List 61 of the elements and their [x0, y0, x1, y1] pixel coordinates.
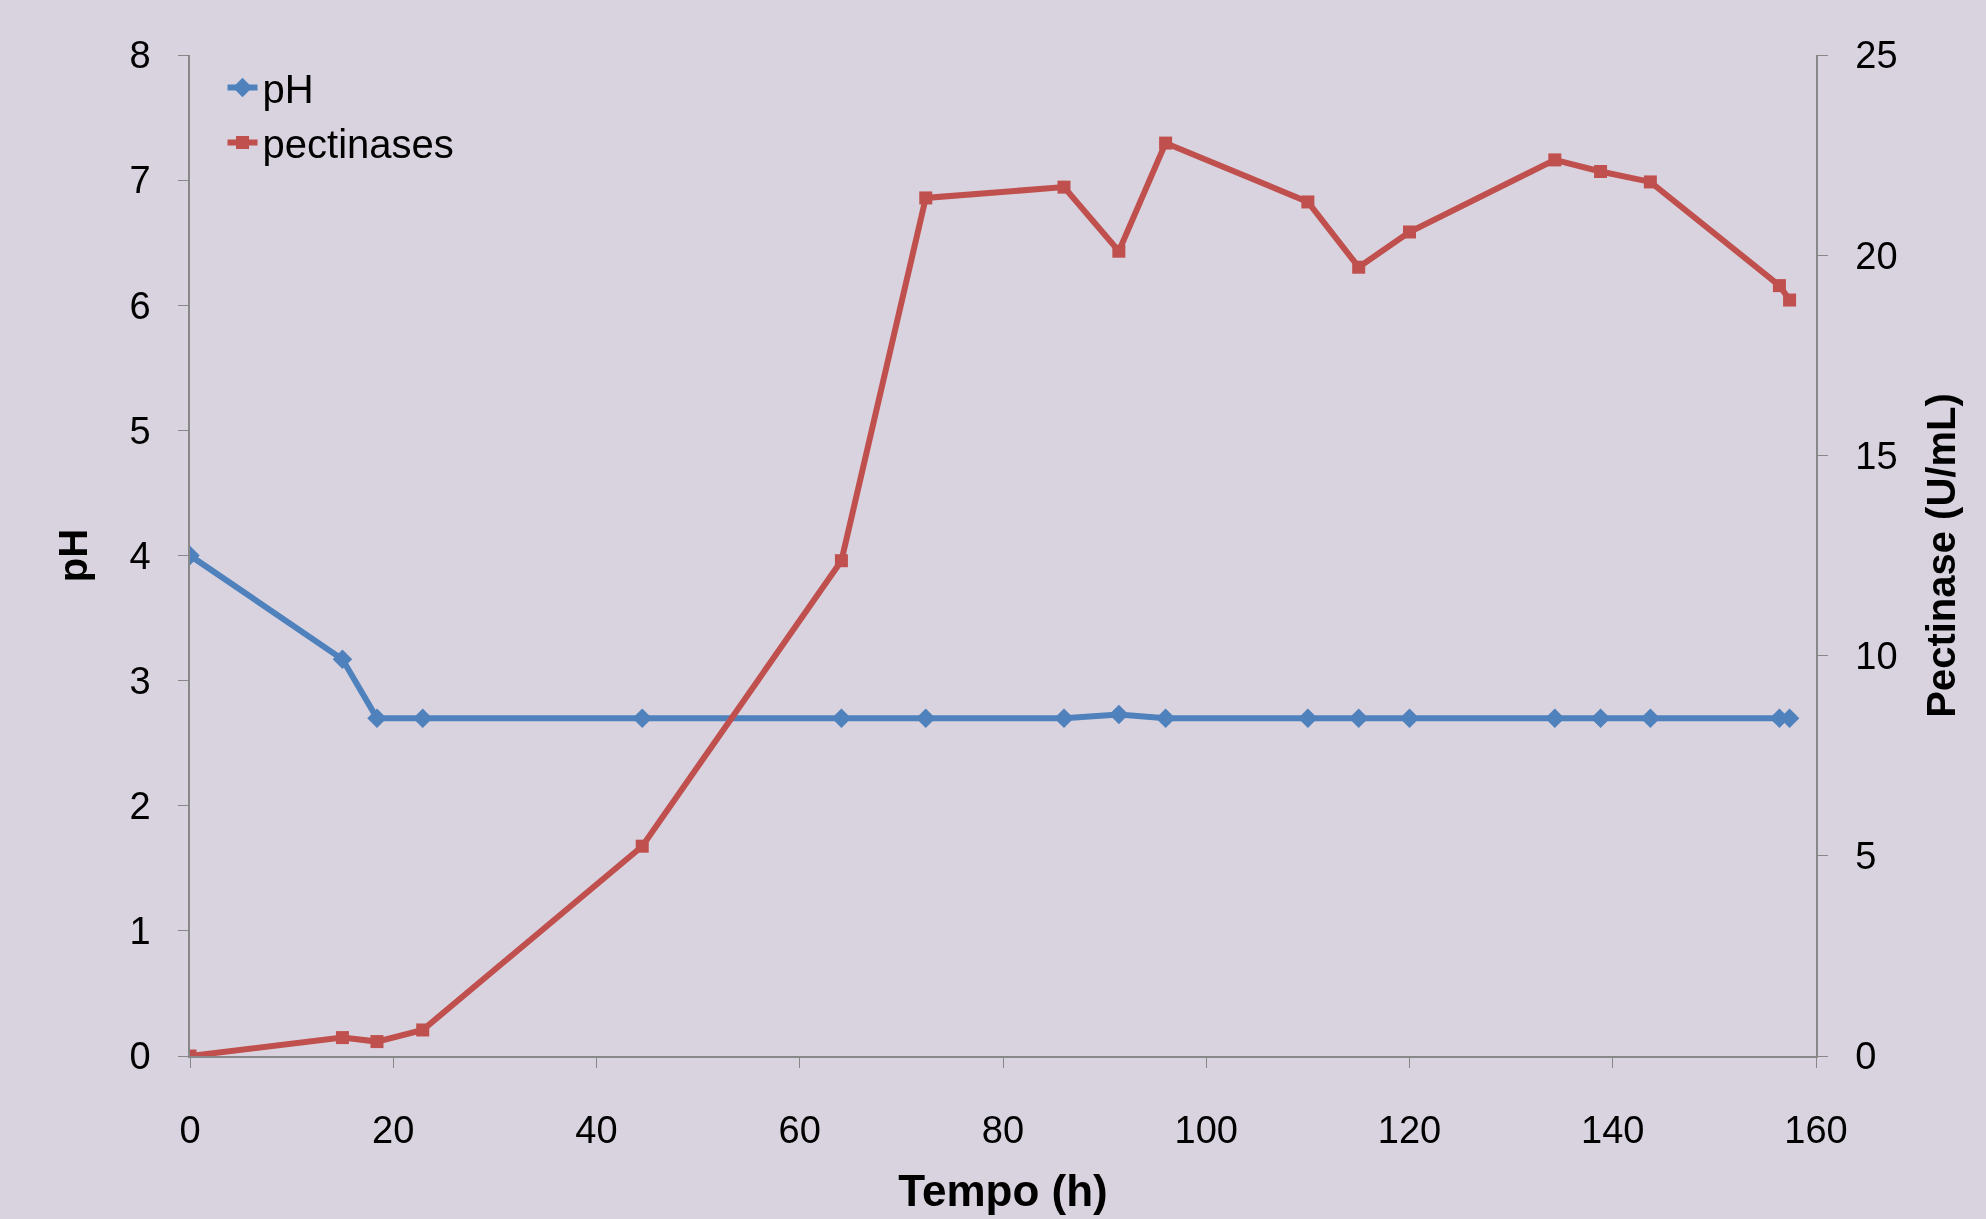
- y2-tick-label: 15: [1855, 434, 1898, 477]
- point: [1772, 279, 1786, 293]
- point: [370, 1035, 384, 1049]
- point: [632, 708, 652, 728]
- y-axis-title: pH: [50, 528, 95, 583]
- point: [1783, 293, 1797, 307]
- y-tick-label: 7: [129, 159, 151, 202]
- point: [1640, 708, 1661, 728]
- y-tick-label: 4: [129, 534, 151, 577]
- point: [1348, 708, 1369, 728]
- x-tick-label: 80: [981, 1109, 1025, 1152]
- y-tick-label: 0: [129, 1035, 151, 1078]
- x-tick-label: 100: [1174, 1109, 1238, 1152]
- x-tick-label: 20: [372, 1109, 415, 1152]
- point: [367, 708, 387, 728]
- point: [1159, 136, 1173, 150]
- y-tick-label: 6: [129, 284, 151, 327]
- point: [412, 708, 433, 728]
- y2-tick-label: 25: [1855, 34, 1898, 77]
- point: [416, 1023, 430, 1037]
- point: [1545, 708, 1565, 728]
- point: [1403, 225, 1416, 239]
- point: [916, 708, 936, 728]
- point: [1590, 708, 1611, 728]
- point: [1301, 195, 1315, 209]
- point: [831, 708, 852, 728]
- y-tick-label: 3: [129, 659, 151, 702]
- x-tick-label: 160: [1784, 1109, 1848, 1152]
- x-tick-label: 60: [778, 1109, 821, 1152]
- point: [1352, 260, 1366, 274]
- point: [1594, 165, 1608, 179]
- point: [1054, 708, 1074, 728]
- legend-label: pectinases: [262, 122, 454, 167]
- y2-axis-title: Pectinase (U/mL): [1918, 393, 1963, 718]
- x-tick-label: 140: [1581, 1109, 1645, 1152]
- legend-label: pH: [262, 67, 314, 112]
- x-tick-label: 40: [575, 1109, 618, 1152]
- y-tick-label: 1: [129, 910, 151, 953]
- y2-tick-label: 0: [1855, 1035, 1877, 1078]
- point: [1643, 175, 1657, 189]
- x-tick-label: 120: [1377, 1109, 1442, 1152]
- x-tick-label: 0: [179, 1109, 201, 1152]
- y2-tick-label: 10: [1855, 634, 1898, 677]
- y-tick-label: 8: [129, 34, 151, 77]
- point: [919, 191, 933, 205]
- point: [1155, 708, 1176, 728]
- point: [1399, 708, 1420, 728]
- point: [635, 839, 649, 853]
- point: [1548, 153, 1562, 167]
- x-axis-title: Tempo (h): [898, 1166, 1108, 1216]
- y2-tick-label: 20: [1855, 234, 1898, 277]
- point: [834, 554, 848, 568]
- point: [1109, 704, 1129, 725]
- point: [1298, 708, 1318, 728]
- point: [1112, 244, 1126, 258]
- point: [332, 649, 353, 670]
- y2-tick-label: 5: [1855, 835, 1877, 878]
- point: [1057, 180, 1071, 194]
- y-tick-label: 2: [129, 785, 151, 828]
- point: [335, 1031, 349, 1045]
- y-tick-label: 5: [129, 409, 151, 452]
